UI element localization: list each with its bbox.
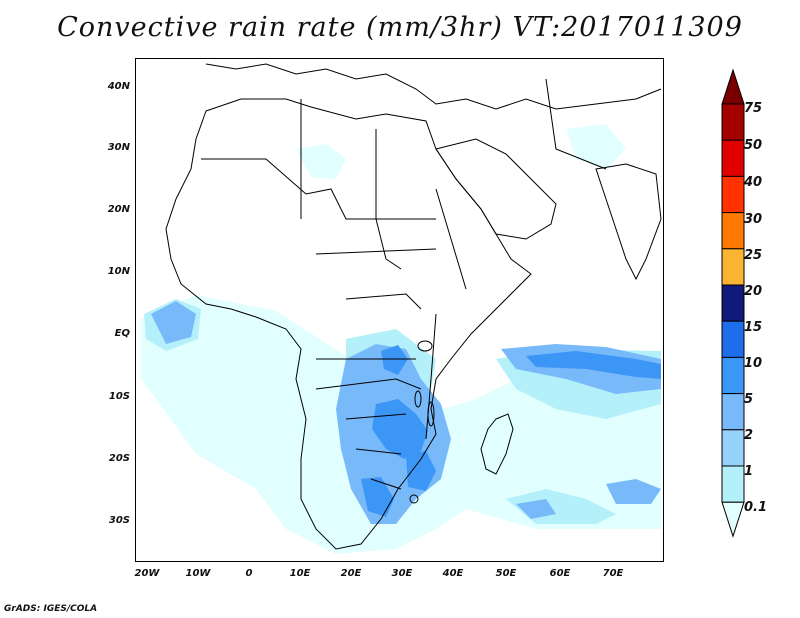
footer-credit: GrADS: IGES/COLA [4, 604, 98, 614]
lat-label-20s: 20S [108, 453, 130, 464]
colorbar-label-10: 10 [744, 356, 763, 371]
colorbar-segment [721, 139, 745, 177]
lat-label-30s: 30S [108, 515, 130, 526]
colorbar [721, 68, 745, 538]
colorbar-label-40: 40 [744, 175, 763, 190]
colorbar-label-5: 5 [744, 392, 754, 407]
lon-label-30e: 30E [391, 568, 413, 579]
colorbar-segment [721, 248, 745, 286]
colorbar-label-2: 2 [744, 428, 754, 443]
colorbar-segment [721, 320, 745, 358]
lakes [409, 340, 435, 504]
colorbar-segment [721, 465, 745, 503]
colorbar-segment [721, 393, 745, 431]
lon-label-20e: 20E [340, 568, 362, 579]
colorbar-segment [721, 212, 745, 250]
colorbar-label-50: 50 [744, 138, 763, 153]
colorbar-label-30: 30 [744, 212, 763, 227]
lon-label-40e: 40E [442, 568, 464, 579]
colorbar-segment [721, 429, 745, 467]
colorbar-bottom-triangle [721, 501, 745, 538]
colorbar-top-triangle [721, 68, 745, 105]
lat-label-30n: 30N [107, 142, 130, 153]
colorbar-label-20: 20 [744, 284, 763, 299]
colorbar-segment [721, 356, 745, 395]
map-panel [135, 58, 664, 562]
map-svg [141, 63, 662, 554]
colorbar-segment [721, 284, 745, 322]
lon-label-20w: 20W [134, 568, 160, 579]
colorbar-label-15: 15 [744, 320, 763, 335]
lon-label-60e: 60E [549, 568, 571, 579]
lon-label-70e: 70E [602, 568, 624, 579]
colorbar-label-75: 75 [744, 101, 763, 116]
colorbar-label-25: 25 [744, 248, 763, 263]
map-title: Convective rain rate (mm/3hr) VT:2017011… [57, 12, 743, 43]
colorbar-segment [721, 175, 745, 214]
coastlines [165, 63, 662, 550]
colorbar-segment [721, 103, 745, 141]
colorbar-label-0-1: 0.1 [744, 500, 768, 515]
lon-label-0: 0 [245, 568, 253, 579]
lat-label-20n: 20N [107, 204, 130, 215]
colorbar-label-1: 1 [744, 464, 754, 479]
lon-label-10w: 10W [185, 568, 211, 579]
lon-label-10e: 10E [289, 568, 311, 579]
lat-label-eq: EQ [114, 328, 130, 339]
lat-label-40n: 40N [107, 81, 130, 92]
lat-label-10n: 10N [107, 266, 130, 277]
rain-shading-strong [361, 345, 661, 517]
lat-label-10s: 10S [108, 391, 130, 402]
lon-label-50e: 50E [495, 568, 517, 579]
